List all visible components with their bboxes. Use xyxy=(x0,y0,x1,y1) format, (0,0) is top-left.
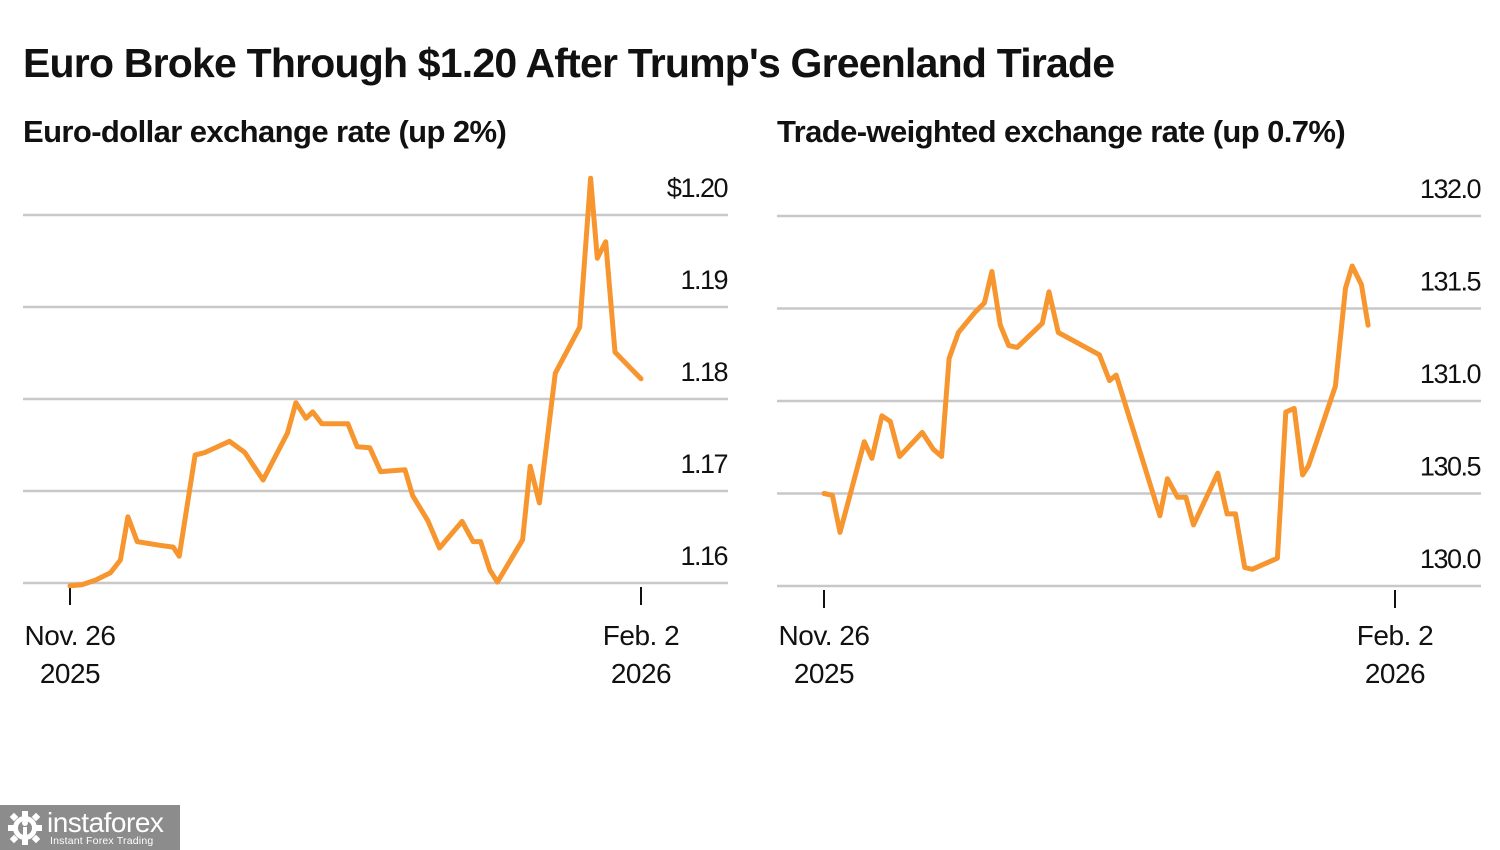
logo-name: instaforex xyxy=(47,806,164,838)
y-tick-label: 131.0 xyxy=(1420,359,1481,389)
eurusd-series-line xyxy=(67,175,644,589)
y-tick-label: 1.18 xyxy=(680,357,727,387)
y-tick-label: 130.0 xyxy=(1420,544,1481,574)
x-tick-label-year: 2026 xyxy=(611,658,671,689)
chart-title: Euro Broke Through $1.20 After Trump's G… xyxy=(23,40,1115,86)
y-tick-label: 131.5 xyxy=(1420,267,1481,297)
y-tick-label: 1.16 xyxy=(680,541,727,571)
x-tick-label-date: Feb. 2 xyxy=(1357,620,1433,651)
x-tick-label-year: 2026 xyxy=(1365,658,1425,689)
trade-weighted-chart: 132.0 131.5 131.0 130.5 130.0 Nov. 26 2025 Feb.… xyxy=(777,174,1482,689)
x-tick-label-year: 2025 xyxy=(40,658,100,689)
x-tick-label-date: Nov. 26 xyxy=(25,620,116,651)
y-tick-label: $1.20 xyxy=(667,173,728,203)
x-tick-label-date: Feb. 2 xyxy=(603,620,679,651)
instaforex-logo: instaforex Instant Forex Trading xyxy=(0,805,180,850)
gear-person-icon xyxy=(8,810,42,845)
y-tick-label: 132.0 xyxy=(1420,174,1481,204)
x-tick-label-year: 2025 xyxy=(794,658,854,689)
y-tick-label: 1.19 xyxy=(680,265,727,295)
eurusd-chart-subtitle: Euro-dollar exchange rate (up 2%) xyxy=(23,114,507,149)
eurusd-chart: $1.20 1.19 1.18 1.17 1.16 Nov. 26 2025 Feb. 2 20… xyxy=(23,173,729,689)
logo-tagline: Instant Forex Trading xyxy=(50,834,154,847)
trade-weighted-chart-subtitle: Trade-weighted exchange rate (up 0.7%) xyxy=(777,114,1346,149)
trade-weighted-series-line xyxy=(821,263,1371,572)
y-tick-label: 1.17 xyxy=(680,449,727,479)
y-tick-label: 130.5 xyxy=(1420,452,1481,482)
x-tick-label-date: Nov. 26 xyxy=(779,620,870,651)
